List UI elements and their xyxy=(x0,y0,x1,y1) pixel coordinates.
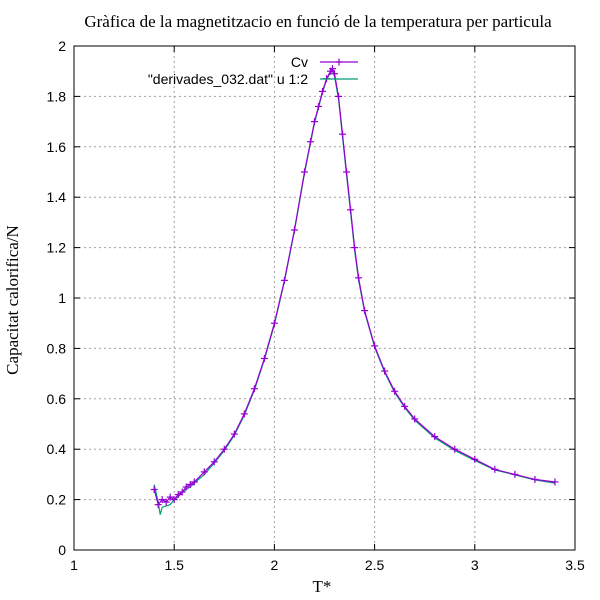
legend-label: Cv xyxy=(291,54,308,70)
x-tick-label: 2.5 xyxy=(365,557,385,573)
y-tick-label: 1 xyxy=(58,290,66,306)
data-point xyxy=(290,226,298,234)
data-point xyxy=(300,168,308,176)
data-point xyxy=(162,498,170,506)
data-point xyxy=(260,354,268,362)
data-point xyxy=(150,486,158,494)
x-tick-label: 1.5 xyxy=(164,557,184,573)
x-tick-label: 1 xyxy=(70,557,78,573)
data-point xyxy=(361,307,369,315)
series-line-1 xyxy=(153,70,556,515)
data-point xyxy=(531,475,539,483)
y-tick-label: 2 xyxy=(58,38,66,54)
data-point xyxy=(178,488,186,496)
data-point xyxy=(314,102,322,110)
data-point xyxy=(355,274,363,282)
data-point xyxy=(401,402,409,410)
data-point xyxy=(431,433,439,441)
data-point xyxy=(335,92,343,100)
data-point xyxy=(371,342,379,350)
y-tick-label: 0 xyxy=(58,542,66,558)
data-point xyxy=(471,455,479,463)
data-point xyxy=(166,493,174,501)
data-point xyxy=(306,138,314,146)
data-point xyxy=(511,470,519,478)
x-tick-label: 3 xyxy=(471,557,479,573)
data-point xyxy=(411,415,419,423)
data-point xyxy=(210,458,218,466)
data-point xyxy=(451,445,459,453)
data-point xyxy=(158,496,166,504)
data-point xyxy=(170,496,178,504)
x-axis: 1 1.5 2 2.5 3 3.5 xyxy=(70,46,585,573)
x-tick-label: 3.5 xyxy=(565,557,585,573)
grid xyxy=(74,46,575,550)
data-point xyxy=(230,430,238,438)
y-tick-label: 0.8 xyxy=(47,340,67,356)
data-point xyxy=(186,480,194,488)
y-axis-label: Capacitat calorifica/N xyxy=(3,225,22,375)
data-point xyxy=(240,410,248,418)
data-point xyxy=(491,465,499,473)
y-tick-label: 1.8 xyxy=(47,88,67,104)
y-tick-label: 0.6 xyxy=(47,391,67,407)
data-point xyxy=(174,491,182,499)
y-tick-label: 1.6 xyxy=(47,139,67,155)
y-tick-label: 1.4 xyxy=(47,189,67,205)
data-point xyxy=(154,501,162,509)
chart-title: Gràfica de la magnetitzacio en funció de… xyxy=(84,12,552,31)
data-point xyxy=(331,70,339,78)
data-point xyxy=(347,206,355,214)
data-point xyxy=(280,276,288,284)
data-point xyxy=(318,87,326,95)
data-point xyxy=(250,385,258,393)
y-tick-label: 0.2 xyxy=(47,492,67,508)
data-point xyxy=(190,478,198,486)
series-layer xyxy=(150,65,559,515)
x-axis-label: T* xyxy=(313,577,332,596)
data-point xyxy=(220,445,228,453)
series-line-0 xyxy=(153,67,556,506)
data-point xyxy=(270,319,278,327)
y-tick-label: 0.4 xyxy=(47,441,67,457)
data-point xyxy=(182,483,190,491)
y-axis: 0 0.2 0.4 0.6 0.8 1 1.2 1.4 1.6 1.8 2 xyxy=(47,38,575,558)
legend: Cv"derivades_032.dat" u 1:2 xyxy=(148,54,358,87)
data-point xyxy=(551,478,559,486)
data-point xyxy=(391,387,399,395)
y-tick-label: 1.2 xyxy=(47,240,67,256)
data-point xyxy=(381,367,389,375)
data-point xyxy=(310,118,318,126)
data-point xyxy=(200,468,208,476)
data-point xyxy=(343,168,351,176)
data-point xyxy=(329,65,337,73)
x-tick-label: 2 xyxy=(271,557,279,573)
data-point xyxy=(351,244,359,252)
legend-label: "derivades_032.dat" u 1:2 xyxy=(148,71,308,87)
data-point xyxy=(339,130,347,138)
